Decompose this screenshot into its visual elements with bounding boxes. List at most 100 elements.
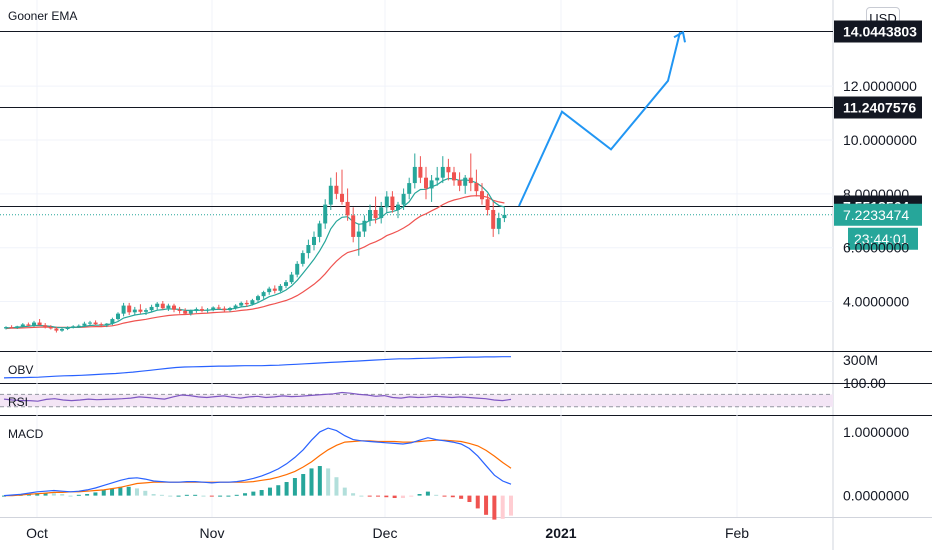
candle-body [26,324,31,326]
grid [0,0,833,517]
macd-histogram-bar [367,495,372,497]
candle-body [211,307,216,310]
macd-histogram-bar [450,495,455,498]
candle-body [480,191,484,200]
candle-body [407,183,412,194]
candle-body [76,325,81,327]
macd-histogram-bar [509,495,513,516]
candle-body [474,183,479,192]
candle-body [110,319,115,324]
candle-body [362,220,367,232]
macd-histogram-bar [184,494,189,496]
macd-histogram-bar [317,466,322,496]
candle-body [88,322,92,324]
macd-histogram-bar [126,486,131,496]
current-price-tag [834,203,922,226]
macd-histogram-bar [176,495,181,497]
time-tick-label: Dec [373,525,398,541]
candle-body [452,172,456,181]
candle-body [43,325,48,328]
time-tick-label: Nov [200,525,225,541]
candle-body [244,302,249,305]
macd-histogram-bar [76,494,81,496]
projection-path[interactable] [518,30,686,207]
macd-histogram-bar [434,494,439,496]
candle-body [328,185,333,205]
candle-body [284,282,288,286]
macd-histogram-bar [467,495,472,503]
candle-body [351,215,356,237]
candle-body [340,193,344,202]
candle-body [384,196,389,208]
candle-body [289,274,294,283]
price-tick-label: 8.0000000 [843,186,909,202]
candle-body [496,218,501,229]
candle-body [166,305,171,309]
level-tag [834,20,922,43]
candle-body [424,177,428,189]
candle-body [71,326,76,328]
macd-histogram-bar [134,488,139,496]
macd-histogram-bar [159,494,164,496]
macd-histogram-bar [151,494,156,496]
macd-histogram-bar [284,482,289,496]
candle-body [239,302,244,306]
candle-body [435,177,440,181]
candle-body [65,327,70,329]
macd-histogram-bar [376,495,381,497]
macd-histogram-bar [101,490,106,496]
macd-histogram-bar [110,488,115,496]
candle-body [132,309,137,313]
macd-histogram-bar [417,494,422,496]
macd-histogram-bar [384,495,389,498]
candle-body [183,310,188,314]
candle-body [32,322,36,326]
macd-histogram-bar [259,490,264,496]
projection-line[interactable] [518,32,681,207]
candle-body [60,329,64,331]
candle-body [401,193,406,205]
obv-tick-label: 300M [843,352,878,368]
time-tick-label: Oct [26,525,48,541]
candle-body [457,180,462,186]
macd-histogram-bar [243,493,248,496]
macd-histogram-bar [292,478,297,496]
candle-body [104,323,109,326]
macd-histogram-bar [500,495,505,519]
macd-histogram-bar [118,486,123,496]
macd-histogram-bar [309,468,314,496]
candle-body [121,305,126,314]
candle-body [4,327,8,329]
macd-histogram-bar [409,495,414,497]
candle-body [463,177,468,186]
indicator-lines [2,356,513,520]
candle-body [491,210,496,229]
candle-body [205,309,210,311]
ema-short-line [5,177,505,329]
candle-body [368,210,372,221]
macd-histogram-bar [209,495,214,497]
candle-body [188,310,193,314]
candle-body [149,306,154,311]
candle-body [9,327,14,329]
candle-body [216,307,221,309]
candle-body [15,326,20,328]
macd-tick-label: 1.0000000 [843,424,909,440]
price-tick-label: 6.0000000 [843,240,909,256]
candle-body [256,296,260,301]
candle-body [317,223,322,237]
macd-histogram-bar [400,495,405,499]
rsi-band [0,393,833,408]
macd-histogram-bar [459,495,464,499]
horizontal-levels[interactable]: 14.044380311.24075767.55185647.223347423… [0,20,922,250]
macd-histogram-bar [326,468,331,496]
candle-body [502,214,507,219]
macd-histogram-bar [251,491,256,496]
rsi-tick-label: 100.00 [843,375,886,391]
macd-histogram-bar [68,495,73,497]
ema-long-line [5,195,505,330]
candle-body [379,207,384,219]
candle-body [267,288,272,293]
time-tick-label: 2021 [545,525,576,541]
